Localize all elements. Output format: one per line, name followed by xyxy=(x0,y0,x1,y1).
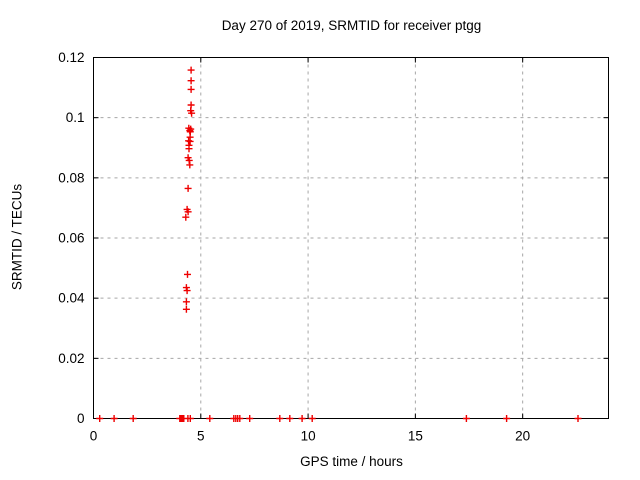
y-tick-label: 0.02 xyxy=(58,351,84,366)
y-tick-label: 0 xyxy=(77,411,85,426)
y-tick-label: 0.1 xyxy=(66,110,85,125)
y-tick-label: 0.04 xyxy=(58,291,85,306)
x-tick-label: 10 xyxy=(301,429,316,444)
data-points xyxy=(96,66,582,422)
y-tick-label: 0.06 xyxy=(58,231,84,246)
x-tick-label: 5 xyxy=(197,429,205,444)
y-tick-label: 0.08 xyxy=(58,170,84,185)
x-tick-label: 15 xyxy=(408,429,423,444)
y-tick-label: 0.12 xyxy=(58,50,84,65)
x-tick-label: 0 xyxy=(90,429,98,444)
x-axis-label: GPS time / hours xyxy=(300,454,403,469)
x-tick-label: 20 xyxy=(515,429,530,444)
chart-title: Day 270 of 2019, SRMTID for receiver ptg… xyxy=(221,18,482,33)
